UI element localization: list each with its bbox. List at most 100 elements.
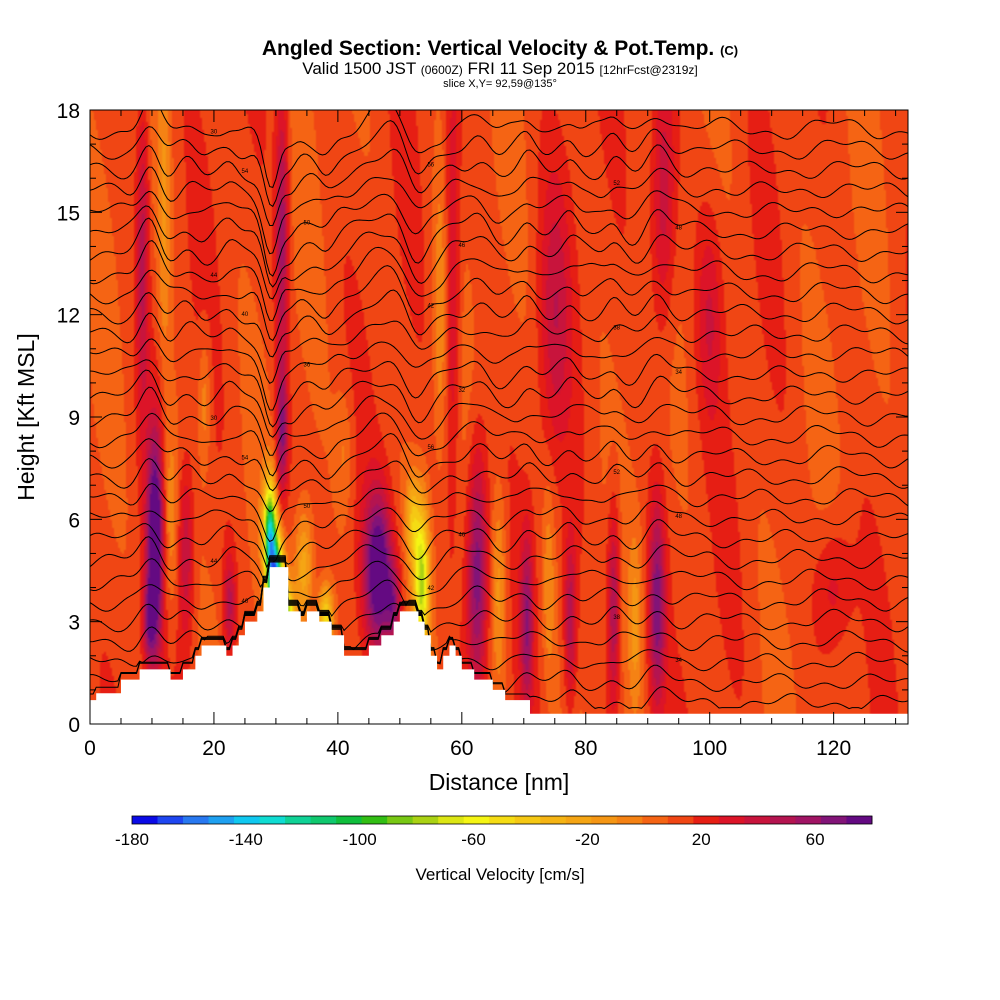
theta-contour-label: 34	[675, 370, 682, 376]
colorbar-tick-label: -100	[343, 830, 377, 849]
theta-contour-label: 34	[675, 658, 682, 664]
theta-contour-line	[90, 519, 908, 569]
colorbar-tick-label: -60	[461, 830, 486, 849]
colorbar-swatch	[489, 816, 516, 824]
theta-contour-line	[90, 205, 908, 288]
colorbar-swatch	[769, 816, 796, 824]
theta-contour-line	[90, 369, 908, 438]
colorbar-swatch	[744, 816, 771, 824]
colorbar-swatch	[438, 816, 465, 824]
colorbar-title: Vertical Velocity [cm/s]	[415, 865, 584, 884]
theta-contour-line	[90, 190, 908, 277]
valid-time: Valid 1500 JST	[302, 59, 416, 78]
colorbar-swatch	[234, 816, 260, 824]
velocity-field	[90, 110, 908, 724]
colorbar-swatch	[667, 816, 694, 824]
theta-contour-label: 46	[458, 533, 465, 539]
theta-contour-line	[90, 217, 908, 300]
colorbar-swatch	[336, 816, 363, 824]
theta-contour-label: 52	[613, 470, 620, 476]
y-tick-label: 18	[57, 100, 80, 123]
y-tick-label: 9	[68, 407, 80, 430]
theta-contour-label: 44	[211, 559, 218, 565]
theta-contour-label: 30	[211, 416, 218, 422]
theta-contour-line	[90, 166, 908, 255]
y-tick-label: 15	[57, 202, 80, 225]
theta-contour-line	[90, 240, 908, 322]
theta-contour-label: 54	[242, 169, 249, 175]
colorbar-swatch	[540, 816, 567, 824]
colorbar-swatch	[514, 816, 541, 824]
chart-valid-line: Valid 1500 JST (0600Z) FRI 11 Sep 2015 […	[0, 59, 1000, 79]
chart-title-unit: (C)	[720, 43, 739, 58]
colorbar-swatch	[820, 816, 847, 824]
colorbar-swatch	[591, 816, 618, 824]
colorbar-swatch	[208, 816, 235, 824]
theta-contour-label: 32	[458, 388, 465, 394]
theta-contour-line	[90, 120, 908, 208]
theta-contour-line	[90, 555, 908, 617]
colorbar-frame	[131, 815, 873, 825]
colorbar-swatch	[565, 816, 592, 824]
slice-info: slice X,Y= 92,59@135°	[443, 78, 557, 90]
colorbar-tick-label: 60	[806, 830, 825, 849]
colorbar-swatch	[616, 816, 643, 824]
y-tick-label: 12	[57, 305, 80, 328]
theta-contour-line	[90, 110, 908, 188]
theta-contour-line	[90, 500, 908, 563]
theta-contour-line	[90, 482, 908, 543]
y-axis-label: Height [Kft MSL]	[13, 333, 39, 500]
theta-contour-line	[90, 432, 908, 492]
theta-contour-label: 46	[458, 243, 465, 249]
theta-contour-line	[90, 536, 908, 584]
theta-contour-label: 38	[613, 615, 620, 621]
theta-contour-line	[90, 144, 908, 226]
theta-contour-label: 42	[427, 304, 434, 310]
theta-contour-label: 42	[427, 586, 434, 592]
colorbar-swatch	[361, 816, 388, 824]
theta-contour-line	[90, 558, 908, 598]
theta-contour-line	[90, 336, 908, 411]
colorbar-tick-label: -180	[115, 830, 149, 849]
theta-contour-line	[90, 412, 908, 477]
theta-contour-label: 44	[211, 273, 218, 279]
theta-contour-label: 48	[675, 514, 682, 520]
x-tick-label: 0	[84, 737, 96, 760]
theta-contour-label: 40	[242, 312, 249, 318]
x-tick-label: 120	[816, 737, 851, 760]
colorbar-swatch	[387, 816, 414, 824]
colorbar-swatch	[463, 816, 490, 824]
theta-contour-label: 52	[613, 181, 620, 187]
colorbar-swatch	[132, 816, 158, 824]
theta-contour-label: 54	[242, 456, 249, 462]
x-axis: 0 20 40 60 80 100 120	[84, 110, 897, 760]
colorbar-swatch	[310, 816, 337, 824]
colorbar-tick-label: -140	[229, 830, 263, 849]
x-tick-label: 60	[450, 737, 473, 760]
theta-contour-label: 56	[427, 445, 434, 451]
colorbar-swatch	[846, 816, 873, 824]
theta-contour-label: 38	[613, 326, 620, 332]
theta-contour-line	[90, 289, 908, 358]
x-axis-label: Distance [nm]	[429, 769, 570, 795]
theta-contour-line	[90, 312, 908, 384]
theta-contour-label: 50	[304, 221, 311, 227]
theta-contour-line	[90, 557, 908, 653]
colorbar-swatch	[412, 816, 439, 824]
x-tick-label: 100	[692, 737, 727, 760]
colorbar-swatch	[157, 816, 184, 824]
colorbar: -180 -140 -100 -60 -20 20 60	[115, 815, 873, 849]
theta-contour-line	[90, 556, 908, 633]
theta-contour-line	[90, 353, 908, 428]
y-tick-label: 6	[68, 509, 80, 532]
colorbar-tick-label: -20	[575, 830, 600, 849]
forecast-info: [12hrFcst@2319z]	[599, 63, 698, 77]
theta-contour-label: 56	[427, 162, 434, 168]
colorbar-swatch	[795, 816, 822, 824]
x-tick-label: 40	[326, 737, 349, 760]
theta-contour-line	[90, 457, 908, 513]
terrain	[90, 567, 908, 724]
colorbar-swatch	[183, 816, 209, 824]
y-tick-label: 0	[68, 714, 80, 737]
